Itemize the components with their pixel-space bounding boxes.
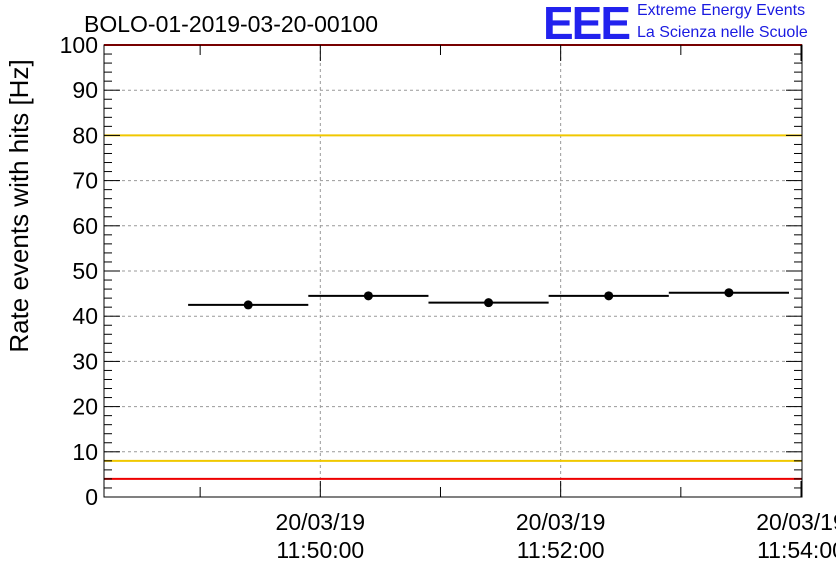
x-tick-label-date: 20/03/19 [756, 509, 836, 535]
axes: 010203040506070809010020/03/1911:50:0020… [60, 32, 836, 563]
x-tick-label-time: 11:50:00 [276, 537, 364, 563]
logo-line-2: La Scienza nelle Scuole [637, 24, 808, 41]
eee-logo-mark: EEE [543, 0, 631, 49]
data-point [724, 288, 734, 298]
y-tick-label: 50 [72, 258, 98, 284]
logo-line-1: Extreme Energy Events [637, 2, 806, 19]
data-point [484, 298, 494, 308]
y-tick-label: 10 [72, 439, 98, 465]
data-point [604, 291, 614, 301]
x-tick-label-time: 11:54:00 [757, 537, 836, 563]
x-tick-label-date: 20/03/19 [276, 509, 366, 535]
y-tick-label: 70 [72, 168, 98, 194]
y-tick-label: 40 [72, 303, 98, 329]
y-tick-label: 80 [72, 122, 98, 148]
y-tick-label: 0 [85, 484, 98, 510]
data-series [188, 288, 789, 310]
x-tick-label-time: 11:52:00 [517, 537, 605, 563]
data-point [243, 300, 253, 310]
chart-title: BOLO-01-2019-03-20-00100 [84, 11, 378, 37]
y-tick-label: 20 [72, 394, 98, 420]
data-point [363, 291, 373, 301]
reference-lines [104, 44, 802, 480]
y-tick-label: 100 [60, 32, 98, 58]
y-axis-label: Rate events with hits [Hz] [4, 59, 34, 352]
y-tick-label: 60 [72, 213, 98, 239]
y-tick-label: 90 [72, 77, 98, 103]
x-tick-label-date: 20/03/19 [516, 509, 606, 535]
grid-layer [104, 45, 802, 497]
y-tick-label: 30 [72, 348, 98, 374]
